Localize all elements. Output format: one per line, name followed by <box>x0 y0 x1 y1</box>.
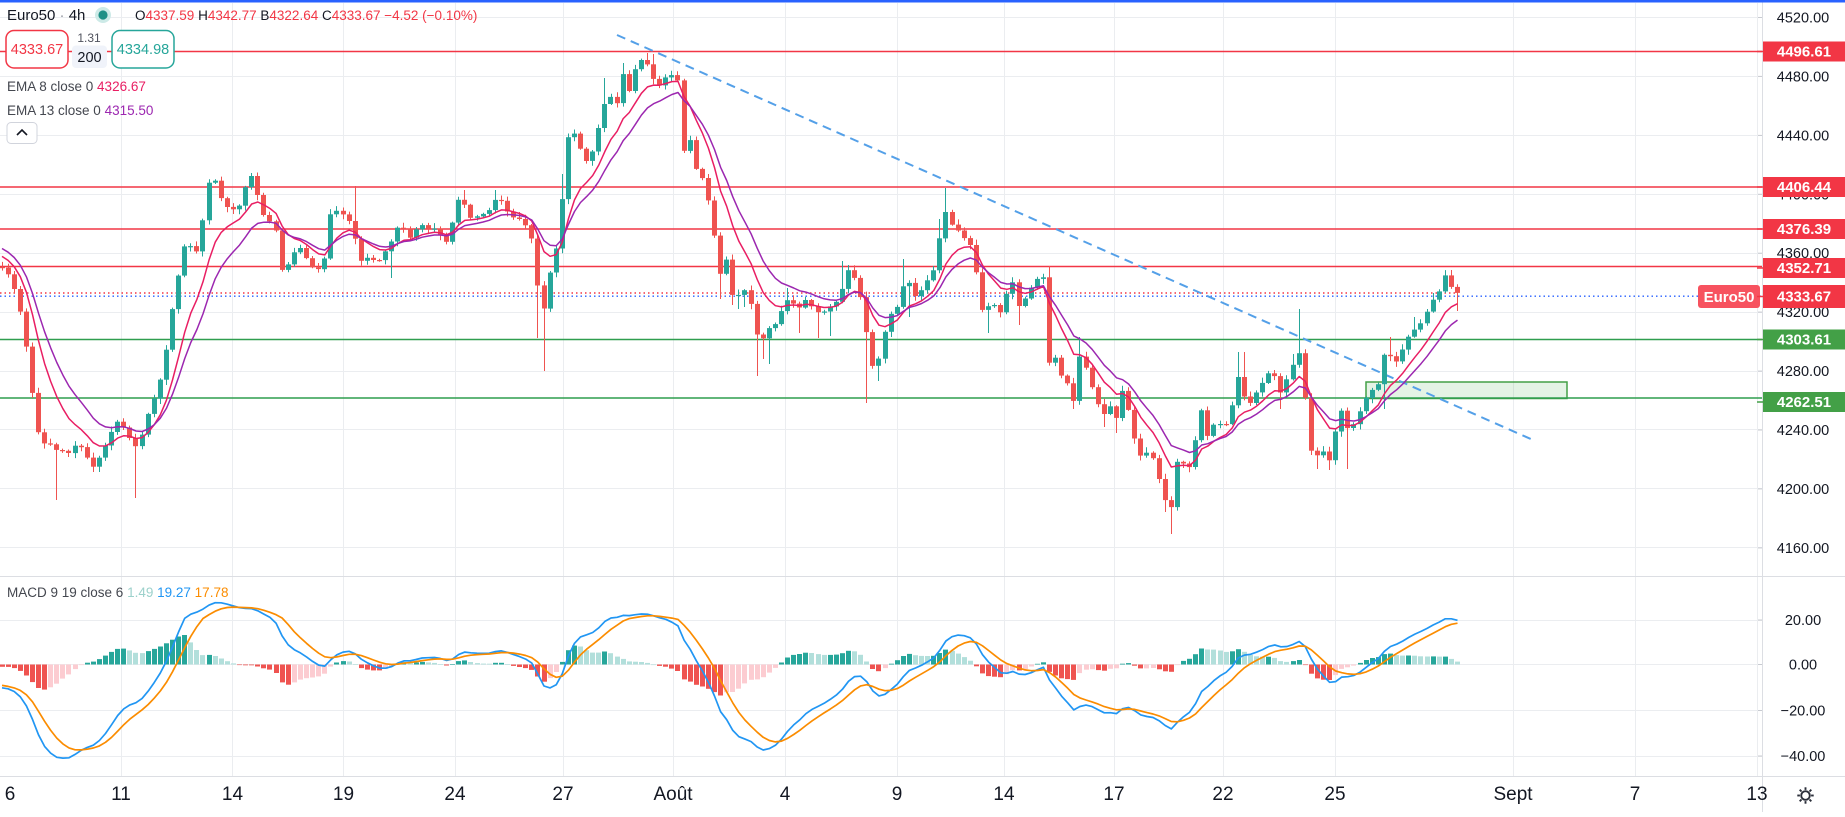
svg-text:4200.00: 4200.00 <box>1777 482 1829 498</box>
svg-text:EMA 13 close 0 4315.50: EMA 13 close 0 4315.50 <box>7 103 153 118</box>
svg-text:4280.00: 4280.00 <box>1777 364 1829 380</box>
svg-text:Euro50: Euro50 <box>1704 289 1755 306</box>
svg-text:27: 27 <box>552 784 573 805</box>
svg-text:Août: Août <box>653 784 693 805</box>
svg-text:4262.51: 4262.51 <box>1777 394 1831 411</box>
svg-text:14: 14 <box>993 784 1015 805</box>
svg-text:200: 200 <box>77 50 101 66</box>
svg-text:4406.44: 4406.44 <box>1777 179 1832 196</box>
svg-text:−40.00: −40.00 <box>1781 749 1826 765</box>
svg-text:EMA 8 close 0 4326.67: EMA 8 close 0 4326.67 <box>7 79 146 94</box>
svg-text:7: 7 <box>1630 784 1641 805</box>
svg-text:4496.61: 4496.61 <box>1777 44 1831 61</box>
svg-text:4520.00: 4520.00 <box>1777 11 1829 27</box>
svg-text:19: 19 <box>333 784 354 805</box>
svg-text:14: 14 <box>222 784 244 805</box>
svg-text:4334.98: 4334.98 <box>117 42 169 58</box>
svg-text:25: 25 <box>1324 784 1345 805</box>
svg-text:4: 4 <box>780 784 791 805</box>
svg-text:0.00: 0.00 <box>1789 658 1817 674</box>
svg-text:4352.71: 4352.71 <box>1777 260 1831 277</box>
svg-text:Sept: Sept <box>1493 784 1533 805</box>
svg-text:9: 9 <box>892 784 903 805</box>
svg-text:22: 22 <box>1212 784 1233 805</box>
svg-text:17: 17 <box>1103 784 1124 805</box>
svg-text:4440.00: 4440.00 <box>1777 128 1829 144</box>
svg-text:4320.00: 4320.00 <box>1777 305 1829 321</box>
svg-text:4333.67: 4333.67 <box>1777 289 1831 306</box>
svg-text:4333.67: 4333.67 <box>11 42 63 58</box>
svg-text:−20.00: −20.00 <box>1781 704 1826 720</box>
svg-text:4240.00: 4240.00 <box>1777 423 1829 439</box>
svg-text:1.31: 1.31 <box>77 31 101 45</box>
svg-text:4376.39: 4376.39 <box>1777 221 1831 238</box>
svg-text:13: 13 <box>1746 784 1767 805</box>
svg-text:Euro50 · 4h: Euro50 · 4h <box>7 7 85 24</box>
svg-text:4160.00: 4160.00 <box>1777 541 1829 557</box>
svg-text:6: 6 <box>5 784 16 805</box>
svg-text:MACD 9 19 close 6 1.49 19.27: MACD 9 19 close 6 1.49 19.27 17.78 <box>7 585 228 600</box>
svg-text:O4337.59 H4342.77 B4322.64 C43: O4337.59 H4342.77 B4322.64 C4333.67 −4.5… <box>135 8 477 23</box>
svg-text:11: 11 <box>111 784 131 805</box>
svg-text:4480.00: 4480.00 <box>1777 69 1829 85</box>
svg-text:20.00: 20.00 <box>1785 613 1821 629</box>
svg-text:24: 24 <box>444 784 466 805</box>
svg-text:4303.61: 4303.61 <box>1777 332 1831 349</box>
